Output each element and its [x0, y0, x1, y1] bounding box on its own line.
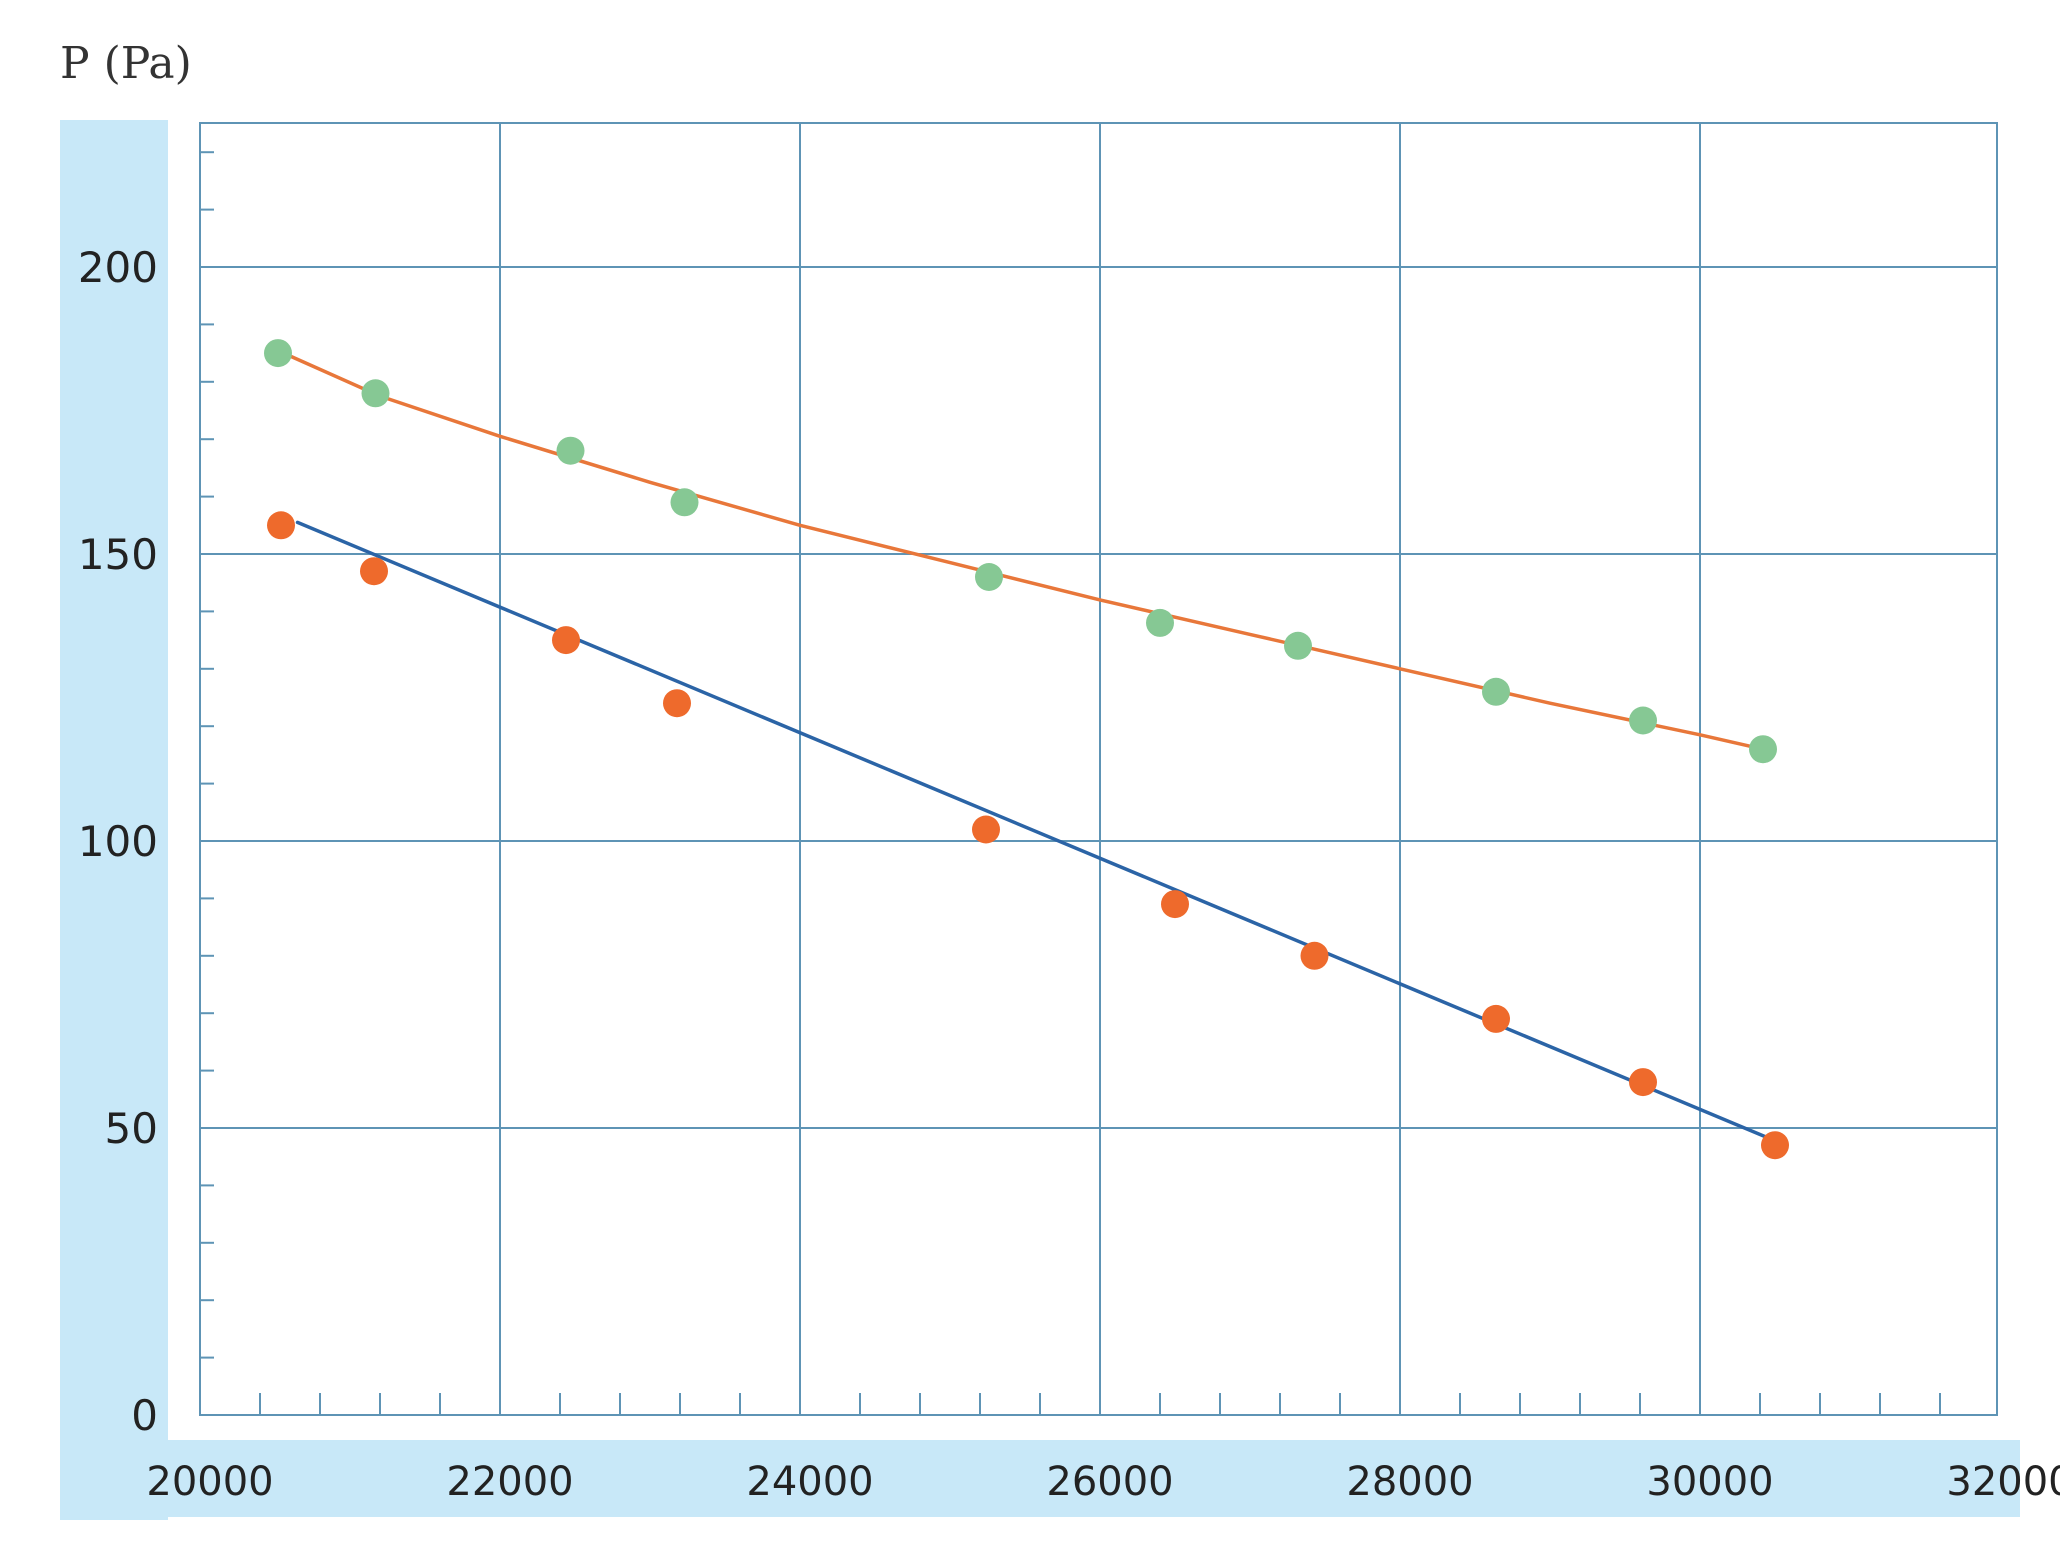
data-point-series-2 [1761, 1131, 1789, 1160]
y-tick-label: 150 [78, 530, 158, 579]
data-point-series-2 [972, 815, 1000, 844]
y-tick-labels: 0 50 100 150 200 [78, 243, 158, 1440]
data-point-series-2 [1482, 1004, 1510, 1033]
data-points [264, 339, 1789, 1160]
data-point-series-2 [663, 689, 691, 718]
data-point-series-2 [1629, 1068, 1657, 1097]
data-point-series-1 [556, 436, 585, 465]
x-tick-label: 28000 [1346, 1459, 1473, 1505]
data-point-series-1 [1284, 631, 1312, 660]
x-tick-label: 24000 [746, 1459, 873, 1505]
fit-lines [288, 354, 1774, 1142]
data-point-series-2 [267, 511, 295, 540]
plot-area [200, 123, 1997, 1415]
data-point-series-1 [361, 379, 390, 408]
data-point-series-1 [1482, 677, 1510, 706]
data-point-series-2 [1161, 890, 1189, 919]
x-tick-label: 22000 [446, 1459, 573, 1505]
data-point-series-1 [975, 563, 1003, 591]
data-point-series-1 [1749, 735, 1777, 764]
data-point-series-1 [1629, 706, 1657, 735]
x-tick-label: 30000 [1646, 1459, 1773, 1505]
data-point-series-1 [264, 339, 292, 368]
x-tick-label: 20000 [146, 1459, 273, 1505]
fit-line-series-2 [295, 520, 1774, 1142]
y-axis-band [60, 120, 168, 1520]
y-tick-label: 100 [78, 817, 158, 866]
y-tick-label: 0 [131, 1391, 158, 1440]
data-point-series-2 [552, 626, 580, 655]
x-tick-label: 26000 [1046, 1459, 1173, 1505]
y-tick-label: 50 [105, 1104, 158, 1153]
y-axis-label: P (Pa) [60, 38, 192, 89]
x-tick-label: 32000 [1946, 1459, 2060, 1505]
grid [199, 122, 1998, 1416]
fit-line-series-1 [288, 354, 1765, 751]
x-tick-labels: 20000 22000 24000 26000 28000 30000 32000 [146, 1459, 2060, 1505]
data-point-series-2 [1300, 941, 1329, 970]
plot-frame [199, 122, 1998, 1416]
y-tick-label: 200 [78, 243, 158, 292]
data-point-series-1 [670, 488, 699, 517]
data-point-series-2 [360, 557, 388, 586]
x-axis-band [60, 1440, 2020, 1517]
minor-ticks [200, 151, 1941, 1415]
data-point-series-1 [1146, 608, 1174, 637]
